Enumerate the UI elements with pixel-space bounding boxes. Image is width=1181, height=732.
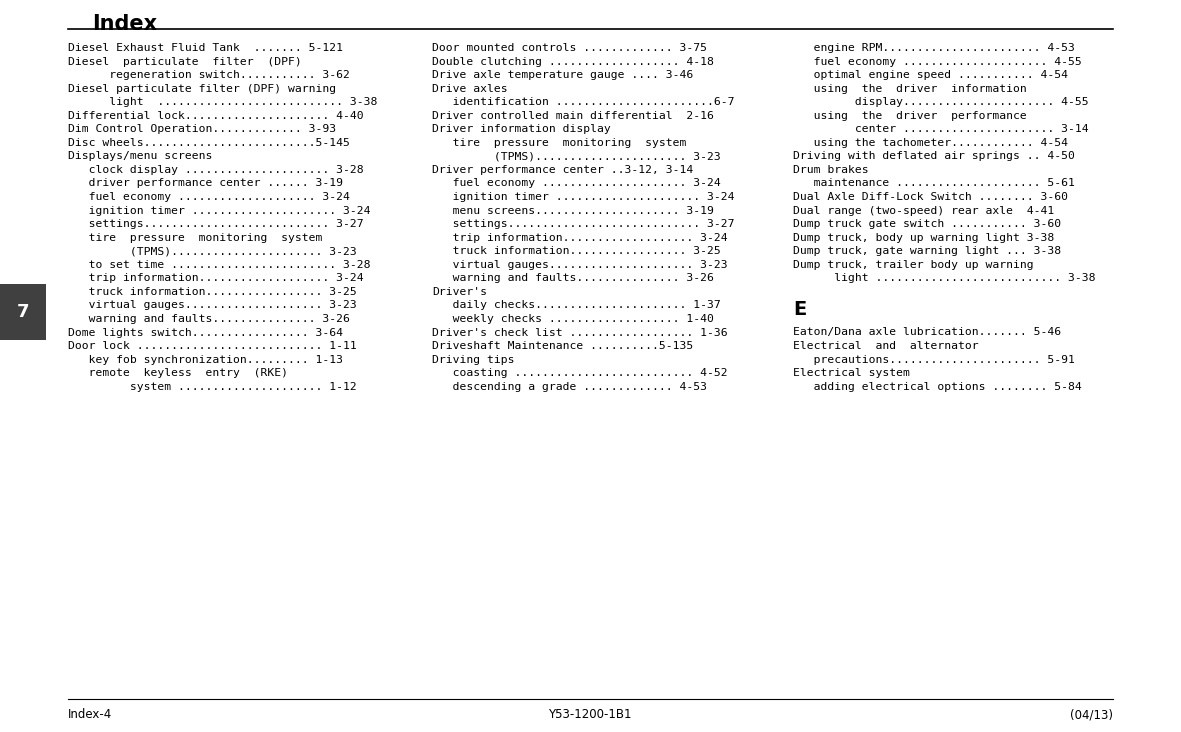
Text: coasting .......................... 4-52: coasting .......................... 4-52 (432, 368, 727, 378)
Text: weekly checks ................... 1-40: weekly checks ................... 1-40 (432, 314, 713, 324)
Text: Dump truck gate switch ........... 3-60: Dump truck gate switch ........... 3-60 (792, 219, 1061, 229)
Text: light  ........................... 3-38: light ........................... 3-38 (68, 97, 378, 107)
Text: truck information................. 3-25: truck information................. 3-25 (68, 287, 357, 297)
Text: menu screens..................... 3-19: menu screens..................... 3-19 (432, 206, 713, 216)
Text: using the tachometer............ 4-54: using the tachometer............ 4-54 (792, 138, 1068, 148)
Text: truck information................. 3-25: truck information................. 3-25 (432, 246, 720, 256)
Text: Dual range (two-speed) rear axle  4-41: Dual range (two-speed) rear axle 4-41 (792, 206, 1055, 216)
Text: Dome lights switch................. 3-64: Dome lights switch................. 3-64 (68, 327, 342, 337)
Text: Y53-1200-1B1: Y53-1200-1B1 (548, 708, 632, 721)
Text: tire  pressure  monitoring  system: tire pressure monitoring system (68, 233, 322, 243)
Text: Diesel particulate filter (DPF) warning: Diesel particulate filter (DPF) warning (68, 83, 337, 94)
Text: system ..................... 1-12: system ..................... 1-12 (68, 382, 357, 392)
Text: light ........................... 3-38: light ........................... 3-38 (792, 273, 1096, 283)
Text: settings............................ 3-27: settings............................ 3-2… (432, 219, 735, 229)
Text: Drum brakes: Drum brakes (792, 165, 868, 175)
Text: Dim Control Operation............. 3-93: Dim Control Operation............. 3-93 (68, 124, 337, 134)
Text: Door mounted controls ............. 3-75: Door mounted controls ............. 3-75 (432, 43, 707, 53)
Text: display...................... 4-55: display...................... 4-55 (792, 97, 1089, 107)
Text: 7: 7 (17, 303, 30, 321)
Text: maintenance ..................... 5-61: maintenance ..................... 5-61 (792, 179, 1075, 189)
Text: identification .......................6-7: identification .......................6-… (432, 97, 735, 107)
Text: tire  pressure  monitoring  system: tire pressure monitoring system (432, 138, 686, 148)
Text: driver performance center ...... 3-19: driver performance center ...... 3-19 (68, 179, 342, 189)
Text: trip information................... 3-24: trip information................... 3-24 (432, 233, 727, 243)
Text: Differential lock..................... 4-40: Differential lock..................... 4… (68, 111, 364, 121)
Text: Driver performance center ..3-12, 3-14: Driver performance center ..3-12, 3-14 (432, 165, 693, 175)
Text: engine RPM....................... 4-53: engine RPM....................... 4-53 (792, 43, 1075, 53)
Text: (04/13): (04/13) (1070, 708, 1113, 721)
Text: Driving tips: Driving tips (432, 354, 515, 365)
Text: settings........................... 3-27: settings........................... 3-27 (68, 219, 364, 229)
Text: Double clutching ................... 4-18: Double clutching ................... 4-1… (432, 56, 713, 67)
Text: remote  keyless  entry  (RKE): remote keyless entry (RKE) (68, 368, 288, 378)
Text: (TPMS)...................... 3-23: (TPMS)...................... 3-23 (432, 152, 720, 161)
Text: Driver's check list .................. 1-36: Driver's check list .................. 1… (432, 327, 727, 337)
Text: Drive axles: Drive axles (432, 83, 508, 94)
Text: ignition timer ..................... 3-24: ignition timer ..................... 3-2… (68, 206, 371, 216)
Text: Diesel  particulate  filter  (DPF): Diesel particulate filter (DPF) (68, 56, 302, 67)
Text: Index-4: Index-4 (68, 708, 112, 721)
Bar (0, 284, 46, 340)
Text: using  the  driver  information: using the driver information (792, 83, 1026, 94)
Text: precautions...................... 5-91: precautions...................... 5-91 (792, 354, 1075, 365)
Text: adding electrical options ........ 5-84: adding electrical options ........ 5-84 (792, 381, 1082, 392)
Text: fuel economy ..................... 4-55: fuel economy ..................... 4-55 (792, 56, 1082, 67)
Text: Electrical  and  alternator: Electrical and alternator (792, 341, 979, 351)
Text: Driver information display: Driver information display (432, 124, 611, 134)
Text: Disc wheels.........................5-145: Disc wheels.........................5-14… (68, 138, 350, 148)
Text: Displays/menu screens: Displays/menu screens (68, 152, 213, 161)
Text: Dual Axle Diff-Lock Switch ........ 3-60: Dual Axle Diff-Lock Switch ........ 3-60 (792, 192, 1068, 202)
Text: Driving with deflated air springs .. 4-50: Driving with deflated air springs .. 4-5… (792, 152, 1075, 161)
Text: (TPMS)...................... 3-23: (TPMS)...................... 3-23 (68, 246, 357, 256)
Text: fuel economy ..................... 3-24: fuel economy ..................... 3-24 (432, 179, 720, 189)
Text: ignition timer ..................... 3-24: ignition timer ..................... 3-2… (432, 192, 735, 202)
Text: to set time ........................ 3-28: to set time ........................ 3-2… (68, 260, 371, 270)
Text: warning and faults............... 3-26: warning and faults............... 3-26 (432, 273, 713, 283)
Text: Index: Index (92, 14, 157, 34)
Text: virtual gauges.................... 3-23: virtual gauges.................... 3-23 (68, 300, 357, 310)
Text: clock display ..................... 3-28: clock display ..................... 3-28 (68, 165, 364, 175)
Text: fuel economy .................... 3-24: fuel economy .................... 3-24 (68, 192, 350, 202)
Text: descending a grade ............. 4-53: descending a grade ............. 4-53 (432, 382, 707, 392)
Text: Driver controlled main differential  2-16: Driver controlled main differential 2-16 (432, 111, 713, 121)
Text: using  the  driver  performance: using the driver performance (792, 111, 1026, 121)
Text: Dump truck, trailer body up warning: Dump truck, trailer body up warning (792, 260, 1033, 270)
Text: Dump truck, gate warning light ... 3-38: Dump truck, gate warning light ... 3-38 (792, 246, 1061, 256)
Text: Eaton/Dana axle lubrication....... 5-46: Eaton/Dana axle lubrication....... 5-46 (792, 327, 1061, 337)
Text: virtual gauges..................... 3-23: virtual gauges..................... 3-23 (432, 260, 727, 270)
Text: warning and faults............... 3-26: warning and faults............... 3-26 (68, 314, 350, 324)
Text: Diesel Exhaust Fluid Tank  ....... 5-121: Diesel Exhaust Fluid Tank ....... 5-121 (68, 43, 342, 53)
Text: Drive axle temperature gauge .... 3-46: Drive axle temperature gauge .... 3-46 (432, 70, 693, 80)
Text: Electrical system: Electrical system (792, 368, 909, 378)
Text: Dump truck, body up warning light 3-38: Dump truck, body up warning light 3-38 (792, 233, 1055, 243)
Text: E: E (792, 300, 807, 319)
Text: regeneration switch........... 3-62: regeneration switch........... 3-62 (68, 70, 350, 80)
Text: trip information................... 3-24: trip information................... 3-24 (68, 273, 364, 283)
Text: Door lock ........................... 1-11: Door lock ........................... 1-… (68, 341, 357, 351)
Text: optimal engine speed ........... 4-54: optimal engine speed ........... 4-54 (792, 70, 1068, 80)
Text: key fob synchronization......... 1-13: key fob synchronization......... 1-13 (68, 354, 342, 365)
Text: Driver's: Driver's (432, 287, 487, 297)
Text: daily checks...................... 1-37: daily checks...................... 1-37 (432, 300, 720, 310)
Text: Driveshaft Maintenance ..........5-135: Driveshaft Maintenance ..........5-135 (432, 341, 693, 351)
Text: center ...................... 3-14: center ...................... 3-14 (792, 124, 1089, 134)
